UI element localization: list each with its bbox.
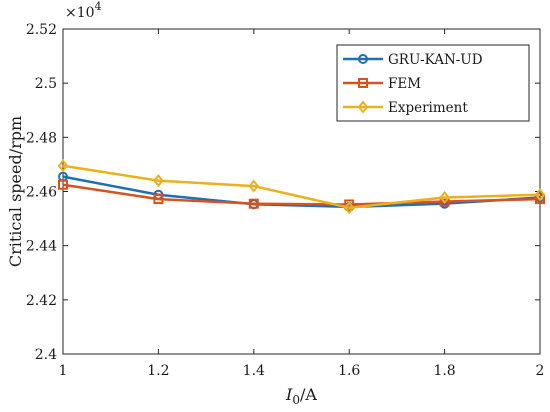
x-axis-title-unit: /A — [300, 385, 317, 404]
data-point — [57, 159, 69, 173]
data-point — [153, 194, 164, 205]
x-axis-title: I0/A — [285, 385, 317, 407]
series-line — [62, 164, 541, 209]
y-tick-label: 2.4 — [35, 347, 57, 363]
x-tick-label: 2 — [536, 363, 545, 379]
data-point — [153, 174, 164, 188]
y-tick-label: 2.42 — [26, 293, 57, 309]
y-axis-title: Critical speed/rpm — [6, 116, 25, 267]
legend-item: FEM — [343, 76, 421, 92]
x-axis-title-symbol: I — [285, 385, 293, 404]
multiplier-base: ×10 — [65, 5, 95, 21]
data-point — [534, 188, 546, 202]
legend-marker — [358, 54, 368, 64]
y-tick-label: 2.5 — [35, 76, 57, 92]
legend-label: GRU-KAN-UD — [388, 52, 483, 68]
y-tick-label: 2.44 — [26, 239, 57, 255]
legend: GRU-KAN-UD FEM Experiment — [336, 44, 530, 122]
data-point — [58, 179, 68, 190]
series-line — [62, 183, 541, 206]
x-tick-label: 1.8 — [433, 363, 455, 379]
legend-label: Experiment — [388, 100, 468, 116]
series-experiment — [57, 159, 546, 215]
data-point — [248, 179, 260, 193]
y-tick-label: 2.52 — [26, 22, 57, 38]
y-axis-multiplier: ×104 — [65, 0, 102, 21]
legend-item: GRU-KAN-UD — [343, 52, 483, 68]
x-tick-label: 1.4 — [243, 363, 265, 379]
x-axis-title-subscript: 0 — [292, 393, 300, 407]
y-tick-label: 2.48 — [26, 130, 57, 146]
multiplier-exponent: 4 — [95, 0, 102, 13]
legend-item: Experiment — [343, 100, 468, 116]
series-line — [62, 175, 541, 209]
data-point — [343, 201, 355, 215]
data-point — [439, 190, 450, 205]
x-tick-label: 1 — [59, 363, 68, 379]
legend-marker — [357, 100, 369, 114]
x-tick-label: 1.6 — [338, 363, 360, 379]
legend-marker — [358, 78, 368, 88]
y-tick-label: 2.46 — [26, 185, 57, 201]
data-point — [248, 198, 259, 209]
legend-label: FEM — [388, 76, 421, 92]
x-tick-label: 1.2 — [147, 363, 169, 379]
